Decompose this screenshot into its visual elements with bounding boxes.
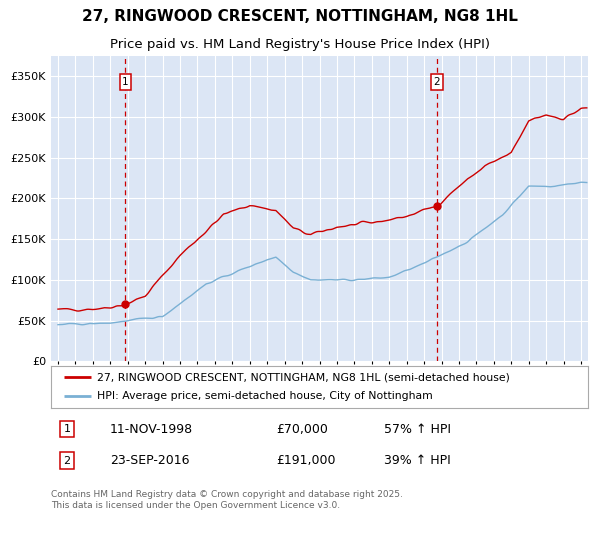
Text: Price paid vs. HM Land Registry's House Price Index (HPI): Price paid vs. HM Land Registry's House … <box>110 38 490 50</box>
Text: £70,000: £70,000 <box>277 423 328 436</box>
Text: 1: 1 <box>122 77 129 87</box>
Text: 27, RINGWOOD CRESCENT, NOTTINGHAM, NG8 1HL (semi-detached house): 27, RINGWOOD CRESCENT, NOTTINGHAM, NG8 1… <box>97 372 509 382</box>
Text: £191,000: £191,000 <box>277 454 336 467</box>
Text: 2: 2 <box>434 77 440 87</box>
Text: HPI: Average price, semi-detached house, City of Nottingham: HPI: Average price, semi-detached house,… <box>97 391 433 402</box>
Text: 11-NOV-1998: 11-NOV-1998 <box>110 423 193 436</box>
Text: 39% ↑ HPI: 39% ↑ HPI <box>384 454 451 467</box>
Text: 23-SEP-2016: 23-SEP-2016 <box>110 454 190 467</box>
Text: Contains HM Land Registry data © Crown copyright and database right 2025.
This d: Contains HM Land Registry data © Crown c… <box>51 490 403 510</box>
Text: 2: 2 <box>64 456 71 465</box>
Text: 1: 1 <box>64 424 71 434</box>
Text: 27, RINGWOOD CRESCENT, NOTTINGHAM, NG8 1HL: 27, RINGWOOD CRESCENT, NOTTINGHAM, NG8 1… <box>82 10 518 25</box>
Text: 57% ↑ HPI: 57% ↑ HPI <box>384 423 451 436</box>
